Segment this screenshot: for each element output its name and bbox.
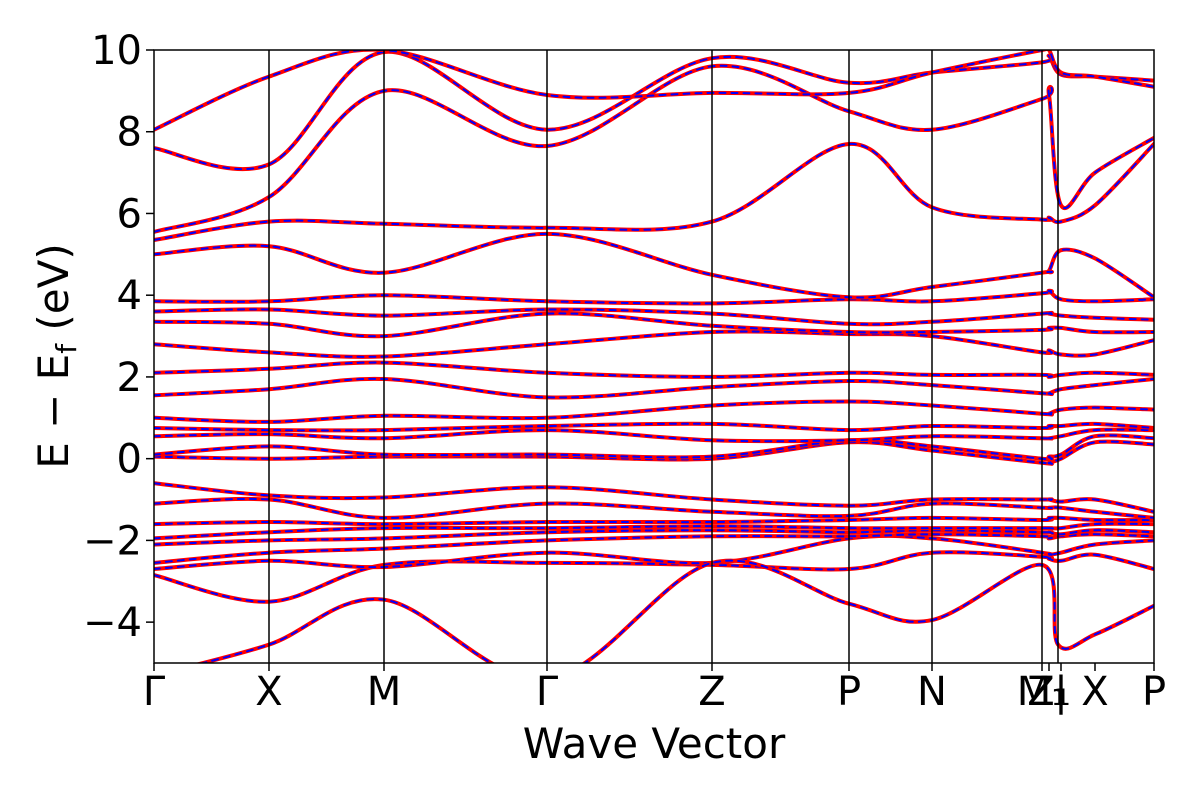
band-line-23-solid [154, 50, 1154, 132]
band-line-18-solid [154, 288, 1154, 306]
y-tick-label: 6 [117, 191, 142, 237]
y-tick-label: 2 [117, 355, 142, 401]
x-tick-label: X [255, 669, 282, 715]
y-tick-label: 4 [117, 273, 142, 319]
x-tick-label: | [1054, 669, 1067, 715]
x-tick-label: Z [698, 669, 725, 715]
band-line-13-dashed [154, 377, 1154, 399]
x-axis-title: Wave Vector [523, 719, 786, 768]
bands-layer [154, 50, 1154, 663]
band-line-6-solid [154, 496, 1154, 520]
y-tick-label: 0 [117, 437, 142, 483]
x-tick-label: X [1081, 669, 1108, 715]
y-tick-label: 8 [117, 110, 142, 156]
y-axis-title-main: E − E [29, 354, 78, 469]
x-tick-label: Γ [143, 669, 166, 715]
band-line-13-solid [154, 376, 1154, 400]
band-line-12-solid [154, 399, 1154, 424]
extra-band-line-0-solid [195, 558, 1154, 663]
band-line-23-dashed [154, 50, 1154, 131]
x-tick-label: M₁ [1017, 669, 1068, 715]
band-line-19-dashed [154, 232, 1154, 299]
x-tick-label: Γ [536, 669, 559, 715]
x-tick-label: M [367, 669, 402, 715]
band-line-21-dashed [154, 64, 1154, 233]
kpoint-divider-lines [268, 50, 1059, 663]
band-line-20-solid [154, 141, 1154, 242]
y-axis-ticks: −4 −2 0 2 4 6 8 10 [83, 28, 154, 646]
extra-band-line-0-dashed [199, 559, 1154, 663]
y-tick-label: −4 [83, 600, 142, 646]
y-tick-label: −2 [83, 518, 142, 564]
band-line-19-solid [154, 231, 1154, 300]
band-line-0-dashed [154, 551, 1154, 603]
x-tick-label: N [917, 669, 947, 715]
band-line-20-dashed [154, 142, 1154, 241]
plot-frame [153, 49, 1155, 664]
y-tick-label: 10 [91, 28, 142, 74]
x-tick-label: Z₁ [1027, 669, 1070, 715]
x-tick-label: P [837, 669, 861, 715]
band-line-14-solid [154, 360, 1154, 379]
y-axis-title: E − Ef (eV) [29, 243, 83, 469]
y-axis-title-unit: (eV) [29, 243, 78, 344]
y-axis-title-subscript: f [50, 343, 83, 354]
band-line-15-solid [154, 329, 1154, 359]
x-tick-label: P [1142, 669, 1166, 715]
